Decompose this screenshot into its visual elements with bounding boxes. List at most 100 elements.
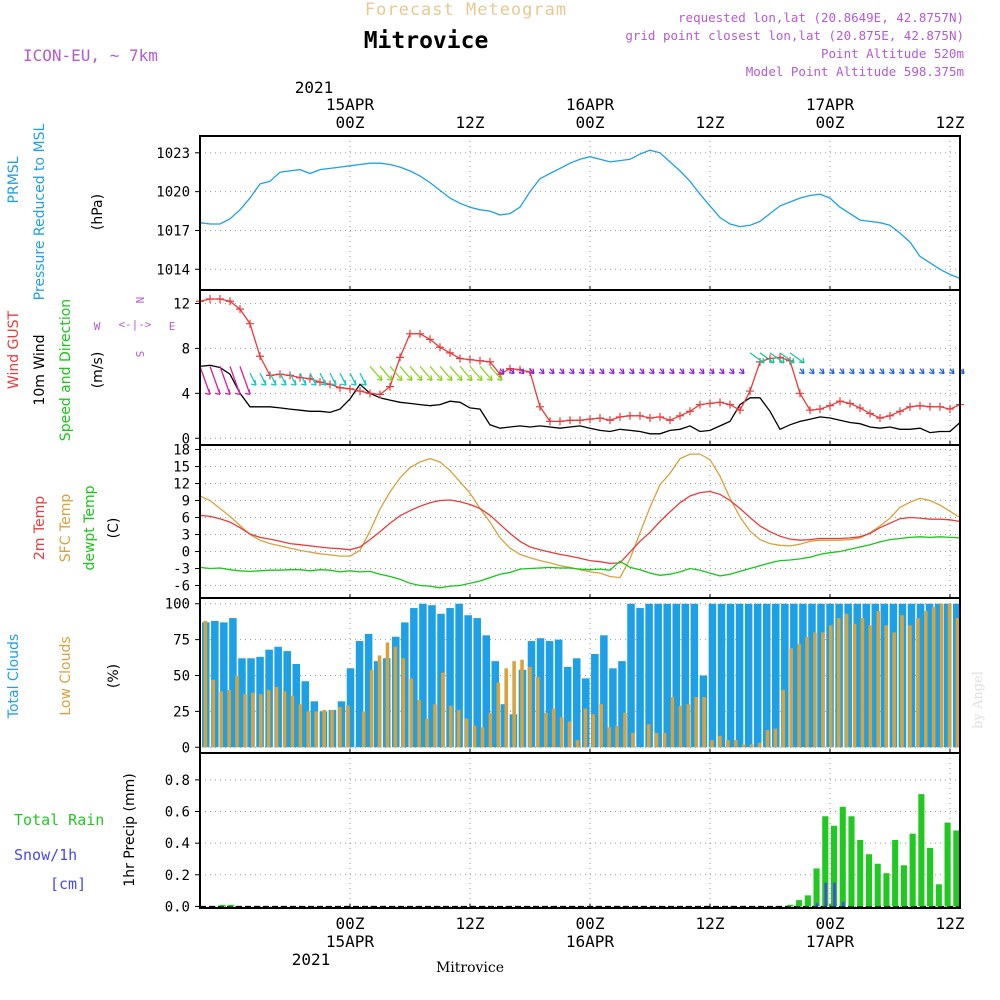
- wind-arrow-head: [818, 368, 825, 375]
- clouds-tick-label: 25: [173, 704, 190, 720]
- low-cloud-bar: [480, 727, 485, 748]
- wind-arrow-head: [496, 375, 503, 382]
- wind-arrow-head: [668, 368, 675, 375]
- wind-arrow-head: [476, 375, 483, 382]
- wind-gust-label: Wind GUST: [6, 310, 22, 389]
- low-cloud-bar: [591, 714, 596, 748]
- low-cloud-bar: [654, 732, 659, 748]
- gust-marker: [286, 371, 294, 380]
- wind-panel: 0 4 8 12 Wind GUST 10m Wind Speed and Directio…: [6, 289, 965, 447]
- gust-marker: [696, 400, 704, 409]
- low-cloud-bar: [710, 740, 714, 748]
- gust-marker: [486, 357, 494, 366]
- low-cloud-bar: [892, 632, 896, 748]
- total-cloud-bar: [871, 603, 880, 748]
- low-cloud-bar: [464, 718, 469, 748]
- total-cloud-bar: [428, 605, 436, 748]
- total-cloud-bar: [636, 608, 644, 748]
- bottom-time-label: 12Z: [456, 914, 485, 933]
- low-cloud-bar: [536, 676, 540, 748]
- rain-bar: [892, 839, 899, 907]
- precip-tick-label: 0.2: [165, 868, 190, 884]
- low-cloud-bar: [385, 642, 390, 748]
- gust-marker: [576, 416, 584, 425]
- total-cloud-bar: [410, 608, 418, 748]
- wind-arrow-head: [376, 375, 383, 382]
- total-cloud-bar: [419, 603, 427, 748]
- low-cloud-bar: [227, 689, 231, 748]
- wind-arrow-head: [446, 375, 453, 382]
- low-cloud-bar: [282, 691, 287, 748]
- wind-arrow-head: [498, 368, 505, 375]
- top-time-label: 12Z: [456, 113, 485, 132]
- wind-arrow-head: [426, 375, 433, 382]
- snow-bar: [824, 882, 828, 907]
- gust-marker: [686, 407, 694, 416]
- gust-marker: [736, 406, 744, 415]
- gust-marker: [456, 354, 464, 363]
- gust-marker: [876, 414, 884, 423]
- top-time-label: 12Z: [696, 113, 725, 132]
- pressure-tick-label: 1017: [156, 223, 190, 239]
- wind-arrow-head: [868, 368, 875, 375]
- low-cloud-bar: [662, 732, 667, 748]
- gust-marker: [646, 414, 654, 423]
- wind-direction-arrow: [219, 366, 231, 395]
- wind-arrow-head: [518, 368, 525, 375]
- gust-marker: [216, 294, 224, 303]
- gust-marker: [446, 348, 454, 357]
- wind-arrow-head: [598, 368, 605, 375]
- snow-bar: [833, 882, 836, 907]
- wind-direction-label: Speed and Direction: [58, 299, 74, 441]
- precip-tick-label: 0.0: [165, 899, 190, 915]
- precip-panel: 0.0 0.2 0.4 0.6 0.8 1hr Precip (mm) Total Rain…: [14, 752, 961, 915]
- low-clouds-label: Low Clouds: [58, 636, 74, 715]
- total-rain-label: Total Rain: [14, 811, 104, 829]
- low-cloud-bar: [235, 675, 239, 748]
- gust-marker: [246, 319, 254, 328]
- total-cloud-bar: [247, 658, 255, 748]
- gust-marker: [706, 399, 714, 408]
- total-cloud-bar: [283, 651, 291, 748]
- temperature-tick-label: -6: [173, 579, 190, 595]
- low-cloud-bar: [219, 691, 223, 748]
- low-cloud-bar: [266, 689, 271, 748]
- wind-tick-label: 12: [173, 296, 190, 312]
- low-cloud-bar: [924, 610, 928, 748]
- wind-10m-label: 10m Wind: [32, 334, 48, 405]
- total-cloud-bar: [238, 658, 246, 748]
- low-cloud-bar: [472, 725, 477, 748]
- gust-marker: [906, 402, 914, 411]
- gust-marker: [826, 401, 834, 410]
- low-cloud-bar: [520, 659, 524, 748]
- wind-arrow-head: [778, 357, 785, 364]
- low-cloud-bar: [346, 705, 350, 748]
- total-cloud-bar: [545, 641, 554, 748]
- low-cloud-bar: [203, 620, 208, 748]
- wind-arrow-head: [728, 368, 735, 375]
- low-cloud-bar: [781, 689, 786, 748]
- gust-marker: [796, 389, 804, 398]
- total-cloud-bar: [572, 658, 581, 748]
- gust-marker: [726, 400, 734, 409]
- temperature-tick-label: 6: [182, 511, 190, 527]
- wind-arrow-head: [436, 375, 443, 382]
- low-cloud-bar: [583, 708, 588, 748]
- wind-arrow-head: [280, 379, 287, 386]
- gust-marker: [206, 294, 214, 303]
- location-title: Mitrovice: [364, 28, 489, 54]
- wind-arrow-head: [828, 368, 835, 375]
- pressure-tick-label: 1014: [156, 262, 190, 278]
- total-cloud-bar: [772, 603, 780, 748]
- total-cloud-bar: [690, 603, 699, 748]
- low-cloud-bar: [757, 742, 762, 748]
- wind-arrow-head: [848, 368, 855, 375]
- gust-marker: [866, 409, 874, 418]
- rain-bar: [813, 868, 820, 907]
- low-cloud-bar: [322, 709, 326, 748]
- total-cloud-bar: [753, 603, 762, 748]
- low-cloud-bar: [599, 704, 603, 748]
- top-time-label: 00Z: [336, 113, 365, 132]
- low-cloud-bar: [726, 740, 730, 748]
